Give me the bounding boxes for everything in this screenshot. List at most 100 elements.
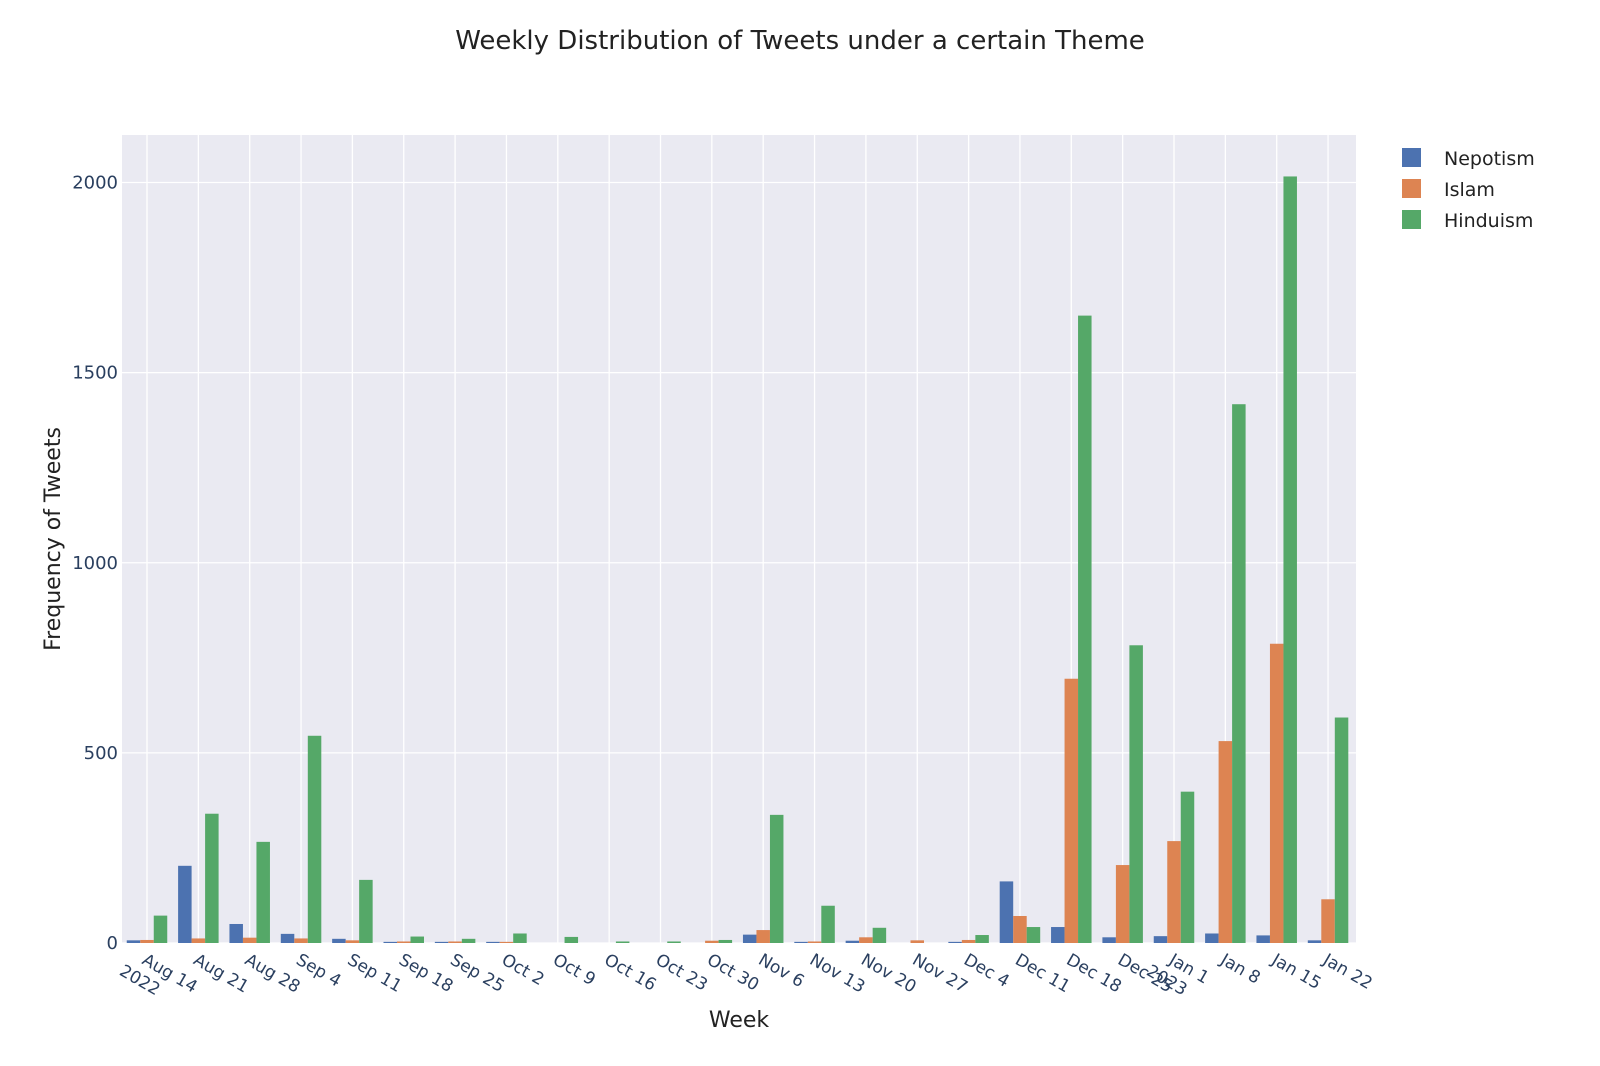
bar-hinduism-2022-10-09 (564, 936, 579, 943)
x-tick-label: Jan 12023 (1143, 943, 1212, 1007)
x-tick-label: Jan 15 (1267, 950, 1324, 994)
x-tick-label: Oct 2 (498, 950, 548, 990)
bar-hinduism-2022-10-30 (718, 939, 733, 943)
bar-islam-2022-12-04 (961, 939, 976, 943)
x-tick-label: Oct 30 (703, 950, 762, 996)
gridlines (122, 135, 1356, 944)
chart-title: Weekly Distribution of Tweets under a ce… (455, 26, 1145, 56)
bar-hinduism-2022-11-13 (821, 905, 835, 943)
bar-islam-2023-01-01 (1167, 841, 1181, 943)
bar-hinduism-2022-10-02 (513, 933, 527, 943)
bar-nepotism-2023-01-22 (1307, 940, 1322, 943)
bar-nepotism-2022-08-14 (126, 940, 141, 943)
bar-nepotism-2022-12-11 (999, 881, 1014, 943)
x-tick-label: Oct 23 (652, 950, 711, 996)
y-axis-title: Frequency of Tweets (41, 427, 66, 651)
bar-hinduism-2022-08-14 (153, 915, 168, 943)
x-axis-title: Week (709, 1008, 770, 1033)
bar-hinduism-2022-11-20 (872, 927, 887, 943)
bar-hinduism-2022-10-23 (667, 941, 681, 943)
bar-islam-2023-01-15 (1269, 643, 1284, 943)
bar-islam-2022-11-06 (756, 930, 770, 943)
x-tick-label: Nov 20 (857, 950, 919, 997)
bar-islam-2022-09-04 (294, 938, 308, 943)
bar-islam-2022-09-25 (448, 941, 462, 943)
x-tick-label: Oct 16 (601, 950, 660, 996)
bar-hinduism-2022-12-25 (1129, 645, 1143, 943)
x-tick-label: Aug 21 (190, 950, 252, 997)
bar-hinduism-2023-01-01 (1180, 791, 1195, 943)
legend-swatch-nepotism (1402, 148, 1421, 167)
legend-swatch-islam (1402, 179, 1421, 198)
x-tick-label: Dec 11 (1011, 950, 1073, 997)
x-tick-label: Sep 25 (447, 950, 508, 997)
bar-hinduism-2022-10-16 (615, 941, 630, 943)
x-tick-label: Sep 11 (344, 950, 405, 997)
legend-label-islam: Islam (1444, 179, 1495, 201)
bar-nepotism-2022-09-18 (383, 941, 397, 943)
x-tick-label: Aug 28 (241, 950, 303, 997)
bar-hinduism-2023-01-08 (1232, 404, 1246, 944)
bar-hinduism-2022-12-04 (975, 935, 989, 943)
legend-label-nepotism: Nepotism (1444, 148, 1535, 170)
plot-background (122, 135, 1356, 943)
legend-swatch-hinduism (1402, 210, 1421, 229)
bar-hinduism-2022-08-28 (256, 841, 270, 943)
bar-islam-2022-08-21 (191, 938, 206, 943)
x-tick-label: Oct 9 (549, 950, 599, 990)
bar-islam-2022-08-28 (242, 937, 257, 943)
bar-nepotism-2022-12-04 (948, 941, 962, 943)
x-tick-label: Dec 18 (1063, 950, 1125, 997)
bar-hinduism-2022-08-21 (205, 813, 219, 943)
y-tick-label: 0 (107, 933, 118, 954)
bars (126, 176, 1349, 944)
bar-hinduism-2022-12-18 (1078, 315, 1092, 943)
bar-islam-2022-09-11 (345, 940, 360, 943)
bar-hinduism-2022-11-06 (769, 814, 784, 943)
bar-nepotism-2022-11-06 (742, 934, 757, 943)
x-tick-label: Nov 6 (755, 950, 808, 992)
x-tick-label: Sep 18 (395, 950, 456, 997)
bar-nepotism-2022-09-25 (434, 941, 449, 943)
x-tick-label: Dec 4 (960, 950, 1013, 992)
bar-nepotism-2022-09-04 (280, 933, 295, 943)
bar-islam-2023-01-08 (1218, 741, 1233, 943)
y-tick-label: 1500 (72, 363, 118, 384)
x-tick-label: Jan 8 (1216, 950, 1264, 989)
bar-nepotism-2022-08-21 (178, 865, 192, 943)
y-tick-label: 1000 (72, 553, 118, 574)
bar-islam-2022-12-11 (1013, 916, 1027, 943)
bar-hinduism-2022-09-11 (359, 879, 373, 943)
bar-nepotism-2023-01-08 (1205, 933, 1219, 943)
bar-nepotism-2022-11-13 (794, 941, 808, 943)
bar-islam-2022-12-18 (1064, 678, 1079, 943)
x-tick-label: Nov 27 (909, 950, 971, 997)
bar-islam-2022-08-14 (140, 939, 154, 943)
bar-nepotism-2022-08-28 (229, 923, 243, 943)
bar-nepotism-2022-12-18 (1051, 927, 1065, 943)
bar-islam-2022-10-02 (499, 941, 514, 943)
bar-hinduism-2022-09-04 (307, 735, 322, 943)
bar-nepotism-2023-01-15 (1256, 935, 1270, 943)
bar-nepotism-2022-10-02 (486, 941, 500, 943)
x-tick-label: Nov 13 (806, 950, 868, 997)
bar-nepotism-2022-11-20 (845, 940, 860, 943)
bar-islam-2022-12-25 (1115, 865, 1130, 943)
bar-hinduism-2022-09-18 (410, 936, 424, 943)
legend: Nepotism Islam Hinduism (1402, 148, 1535, 232)
bar-islam-2023-01-22 (1321, 899, 1335, 943)
y-tick-label: 500 (84, 743, 118, 764)
bar-hinduism-2022-09-25 (461, 938, 476, 943)
bar-nepotism-2023-01-01 (1153, 936, 1168, 943)
y-axis-ticks: 0 500 1000 1500 2000 (72, 173, 118, 954)
bar-nepotism-2022-09-11 (332, 938, 346, 943)
bar-islam-2022-11-27 (910, 940, 924, 943)
bar-nepotism-2022-12-25 (1102, 937, 1116, 943)
x-tick-label: Aug 142022 (116, 943, 201, 1016)
bar-islam-2022-11-20 (859, 937, 873, 943)
bar-hinduism-2023-01-15 (1283, 176, 1297, 943)
bar-islam-2022-09-18 (397, 941, 411, 943)
y-tick-label: 2000 (72, 173, 118, 194)
